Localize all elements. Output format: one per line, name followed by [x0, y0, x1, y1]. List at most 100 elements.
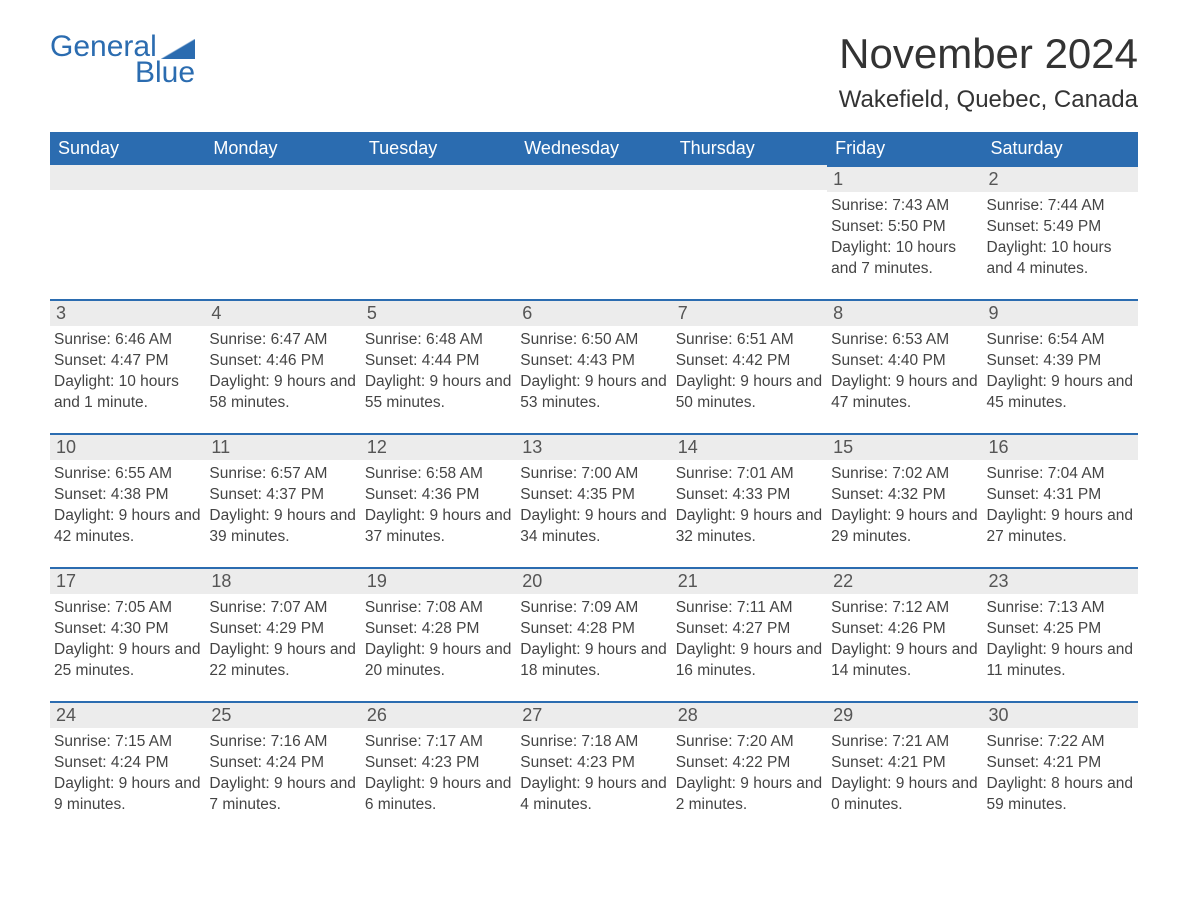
day-details: Sunrise: 7:08 AMSunset: 4:28 PMDaylight:…: [361, 594, 516, 682]
day-cell: 10Sunrise: 6:55 AMSunset: 4:38 PMDayligh…: [50, 433, 205, 567]
day-cell: 13Sunrise: 7:00 AMSunset: 4:35 PMDayligh…: [516, 433, 671, 567]
day-cell: 11Sunrise: 6:57 AMSunset: 4:37 PMDayligh…: [205, 433, 360, 567]
calendar-cell: 22Sunrise: 7:12 AMSunset: 4:26 PMDayligh…: [827, 567, 982, 701]
day-cell: 18Sunrise: 7:07 AMSunset: 4:29 PMDayligh…: [205, 567, 360, 701]
calendar-row: 10Sunrise: 6:55 AMSunset: 4:38 PMDayligh…: [50, 433, 1138, 567]
day-details: Sunrise: 6:55 AMSunset: 4:38 PMDaylight:…: [50, 460, 205, 548]
calendar-body: 1Sunrise: 7:43 AMSunset: 5:50 PMDaylight…: [50, 165, 1138, 835]
calendar-table: SundayMondayTuesdayWednesdayThursdayFrid…: [50, 132, 1138, 835]
day-details: Sunrise: 7:16 AMSunset: 4:24 PMDaylight:…: [205, 728, 360, 816]
empty-day-cell: [516, 165, 671, 299]
calendar-cell: 2Sunrise: 7:44 AMSunset: 5:49 PMDaylight…: [983, 165, 1138, 299]
day-cell: 27Sunrise: 7:18 AMSunset: 4:23 PMDayligh…: [516, 701, 671, 835]
day-number: 14: [672, 435, 827, 460]
day-number: 4: [205, 301, 360, 326]
day-number: 8: [827, 301, 982, 326]
calendar-cell: [516, 165, 671, 299]
calendar-cell: 7Sunrise: 6:51 AMSunset: 4:42 PMDaylight…: [672, 299, 827, 433]
calendar-cell: 14Sunrise: 7:01 AMSunset: 4:33 PMDayligh…: [672, 433, 827, 567]
day-number: 23: [983, 569, 1138, 594]
empty-day-cell: [672, 165, 827, 299]
day-details: Sunrise: 7:44 AMSunset: 5:49 PMDaylight:…: [983, 192, 1138, 280]
calendar-cell: 15Sunrise: 7:02 AMSunset: 4:32 PMDayligh…: [827, 433, 982, 567]
day-cell: 17Sunrise: 7:05 AMSunset: 4:30 PMDayligh…: [50, 567, 205, 701]
day-cell: 12Sunrise: 6:58 AMSunset: 4:36 PMDayligh…: [361, 433, 516, 567]
weekday-header-row: SundayMondayTuesdayWednesdayThursdayFrid…: [50, 132, 1138, 165]
empty-day-cell: [205, 165, 360, 299]
day-details: Sunrise: 7:02 AMSunset: 4:32 PMDaylight:…: [827, 460, 982, 548]
day-details: Sunrise: 7:04 AMSunset: 4:31 PMDaylight:…: [983, 460, 1138, 548]
day-details: Sunrise: 7:20 AMSunset: 4:22 PMDaylight:…: [672, 728, 827, 816]
calendar-cell: 21Sunrise: 7:11 AMSunset: 4:27 PMDayligh…: [672, 567, 827, 701]
calendar-cell: 9Sunrise: 6:54 AMSunset: 4:39 PMDaylight…: [983, 299, 1138, 433]
empty-day-strip: [672, 165, 827, 190]
empty-day-cell: [361, 165, 516, 299]
calendar-cell: 26Sunrise: 7:17 AMSunset: 4:23 PMDayligh…: [361, 701, 516, 835]
day-details: Sunrise: 6:51 AMSunset: 4:42 PMDaylight:…: [672, 326, 827, 414]
empty-day-strip: [516, 165, 671, 190]
calendar-row: 1Sunrise: 7:43 AMSunset: 5:50 PMDaylight…: [50, 165, 1138, 299]
day-details: Sunrise: 7:13 AMSunset: 4:25 PMDaylight:…: [983, 594, 1138, 682]
calendar-cell: 10Sunrise: 6:55 AMSunset: 4:38 PMDayligh…: [50, 433, 205, 567]
calendar-cell: 20Sunrise: 7:09 AMSunset: 4:28 PMDayligh…: [516, 567, 671, 701]
day-number: 5: [361, 301, 516, 326]
calendar-cell: 17Sunrise: 7:05 AMSunset: 4:30 PMDayligh…: [50, 567, 205, 701]
month-title: November 2024: [839, 30, 1138, 78]
calendar-cell: 3Sunrise: 6:46 AMSunset: 4:47 PMDaylight…: [50, 299, 205, 433]
day-number: 21: [672, 569, 827, 594]
day-number: 13: [516, 435, 671, 460]
day-number: 9: [983, 301, 1138, 326]
day-details: Sunrise: 7:01 AMSunset: 4:33 PMDaylight:…: [672, 460, 827, 548]
day-number: 29: [827, 703, 982, 728]
day-details: Sunrise: 6:58 AMSunset: 4:36 PMDaylight:…: [361, 460, 516, 548]
day-cell: 6Sunrise: 6:50 AMSunset: 4:43 PMDaylight…: [516, 299, 671, 433]
calendar-cell: 25Sunrise: 7:16 AMSunset: 4:24 PMDayligh…: [205, 701, 360, 835]
day-cell: 2Sunrise: 7:44 AMSunset: 5:49 PMDaylight…: [983, 165, 1138, 299]
calendar-row: 24Sunrise: 7:15 AMSunset: 4:24 PMDayligh…: [50, 701, 1138, 835]
day-number: 27: [516, 703, 671, 728]
day-number: 11: [205, 435, 360, 460]
header: General Blue November 2024 Wakefield, Qu…: [50, 30, 1138, 114]
day-details: Sunrise: 7:00 AMSunset: 4:35 PMDaylight:…: [516, 460, 671, 548]
day-cell: 4Sunrise: 6:47 AMSunset: 4:46 PMDaylight…: [205, 299, 360, 433]
empty-day-strip: [50, 165, 205, 190]
day-number: 22: [827, 569, 982, 594]
weekday-header: Saturday: [983, 132, 1138, 165]
calendar-row: 3Sunrise: 6:46 AMSunset: 4:47 PMDaylight…: [50, 299, 1138, 433]
day-cell: 23Sunrise: 7:13 AMSunset: 4:25 PMDayligh…: [983, 567, 1138, 701]
day-details: Sunrise: 7:15 AMSunset: 4:24 PMDaylight:…: [50, 728, 205, 816]
day-number: 12: [361, 435, 516, 460]
day-number: 6: [516, 301, 671, 326]
day-details: Sunrise: 7:21 AMSunset: 4:21 PMDaylight:…: [827, 728, 982, 816]
day-number: 26: [361, 703, 516, 728]
day-number: 3: [50, 301, 205, 326]
day-number: 20: [516, 569, 671, 594]
day-number: 10: [50, 435, 205, 460]
day-cell: 1Sunrise: 7:43 AMSunset: 5:50 PMDaylight…: [827, 165, 982, 299]
weekday-header: Thursday: [672, 132, 827, 165]
day-number: 30: [983, 703, 1138, 728]
day-number: 2: [983, 167, 1138, 192]
calendar-cell: 5Sunrise: 6:48 AMSunset: 4:44 PMDaylight…: [361, 299, 516, 433]
day-details: Sunrise: 6:54 AMSunset: 4:39 PMDaylight:…: [983, 326, 1138, 414]
day-details: Sunrise: 6:46 AMSunset: 4:47 PMDaylight:…: [50, 326, 205, 414]
day-number: 16: [983, 435, 1138, 460]
calendar-cell: [50, 165, 205, 299]
day-details: Sunrise: 7:05 AMSunset: 4:30 PMDaylight:…: [50, 594, 205, 682]
day-cell: 24Sunrise: 7:15 AMSunset: 4:24 PMDayligh…: [50, 701, 205, 835]
empty-day-strip: [361, 165, 516, 190]
calendar-cell: 30Sunrise: 7:22 AMSunset: 4:21 PMDayligh…: [983, 701, 1138, 835]
calendar-cell: 24Sunrise: 7:15 AMSunset: 4:24 PMDayligh…: [50, 701, 205, 835]
empty-day-strip: [205, 165, 360, 190]
calendar-cell: 29Sunrise: 7:21 AMSunset: 4:21 PMDayligh…: [827, 701, 982, 835]
calendar-cell: 19Sunrise: 7:08 AMSunset: 4:28 PMDayligh…: [361, 567, 516, 701]
day-details: Sunrise: 7:12 AMSunset: 4:26 PMDaylight:…: [827, 594, 982, 682]
calendar-cell: 27Sunrise: 7:18 AMSunset: 4:23 PMDayligh…: [516, 701, 671, 835]
day-number: 15: [827, 435, 982, 460]
day-cell: 30Sunrise: 7:22 AMSunset: 4:21 PMDayligh…: [983, 701, 1138, 835]
day-cell: 9Sunrise: 6:54 AMSunset: 4:39 PMDaylight…: [983, 299, 1138, 433]
day-number: 24: [50, 703, 205, 728]
weekday-header: Sunday: [50, 132, 205, 165]
calendar-cell: [361, 165, 516, 299]
day-details: Sunrise: 6:47 AMSunset: 4:46 PMDaylight:…: [205, 326, 360, 414]
